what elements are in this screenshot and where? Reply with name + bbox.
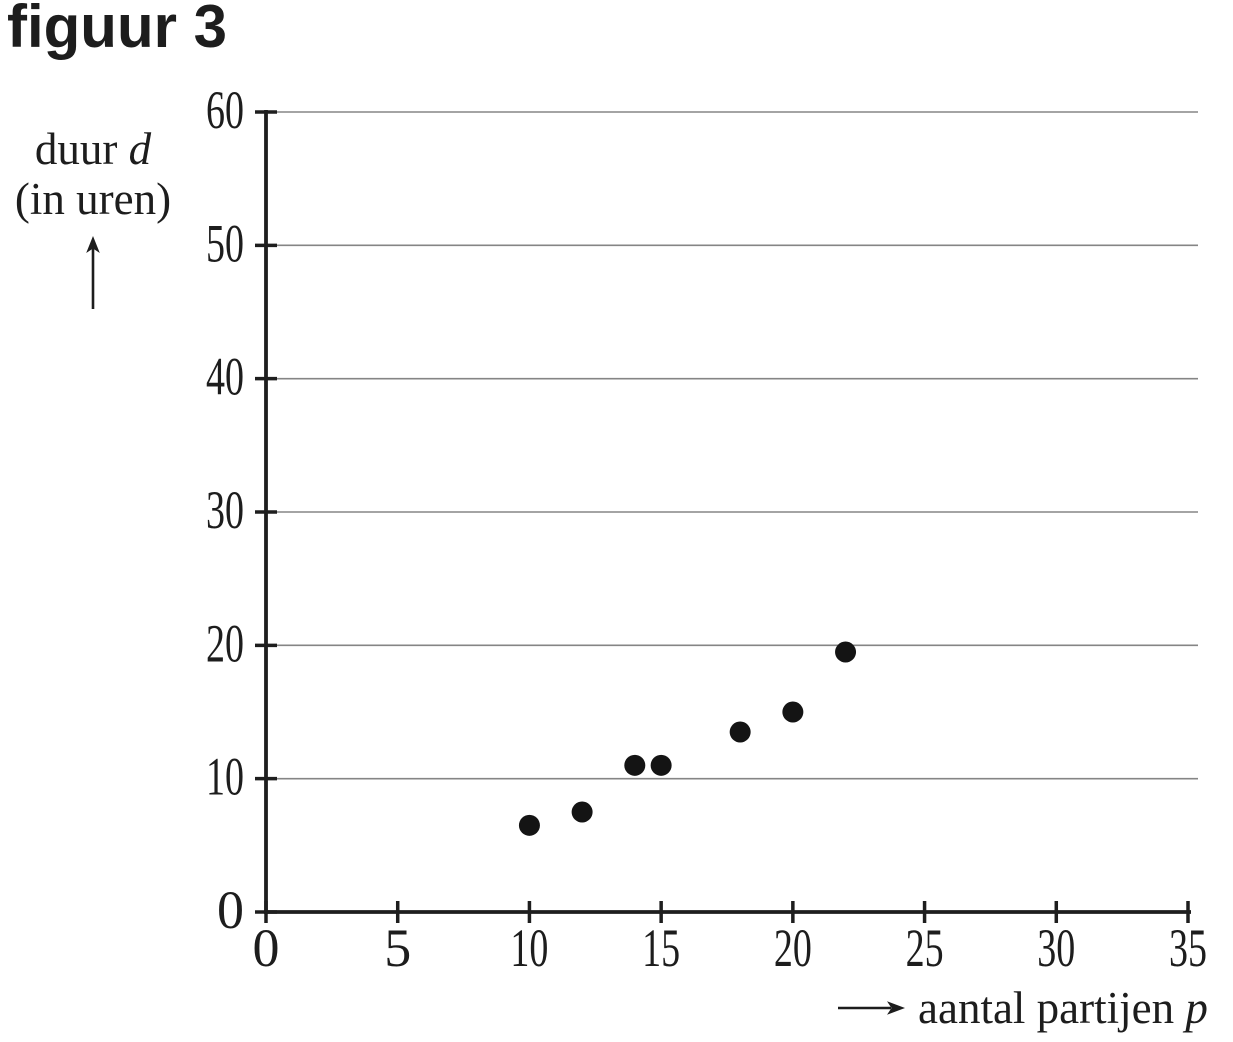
data-point <box>624 754 646 776</box>
x-axis-title: aantal partijen p <box>838 982 1208 1034</box>
x-tick-label: 30 <box>1037 918 1075 978</box>
data-point <box>518 814 540 836</box>
x-tick-label: 35 <box>1169 918 1207 978</box>
right-arrow-icon <box>838 1001 905 1015</box>
data-point <box>571 801 593 823</box>
x-axis-variable: p <box>1185 983 1208 1033</box>
x-tick-label: 10 <box>510 918 548 978</box>
x-axis-title-text: aantal partijen p <box>918 982 1208 1034</box>
y-tick-label: 0 <box>217 880 244 940</box>
data-point <box>650 754 672 776</box>
data-point <box>835 641 857 663</box>
x-tick-label: 25 <box>906 918 944 978</box>
y-tick-label: 10 <box>206 747 244 807</box>
x-tick-label: 15 <box>642 918 680 978</box>
x-tick-label: 0 <box>253 918 280 978</box>
y-axis-title-line1: duur d <box>0 124 186 174</box>
y-tick-label: 60 <box>206 80 244 140</box>
data-point <box>782 701 804 723</box>
x-axis-title-word: aantal partijen <box>918 983 1175 1033</box>
y-tick-label: 30 <box>206 480 244 540</box>
x-tick-label: 20 <box>774 918 812 978</box>
y-axis-title-word: duur <box>34 124 118 174</box>
x-tick-label: 5 <box>384 918 411 978</box>
y-axis-arrow-wrap <box>0 236 186 310</box>
y-axis-title: duur d (in uren) <box>0 124 186 310</box>
data-point <box>729 721 751 743</box>
figure-title: figuur 3 <box>7 0 227 60</box>
y-axis-title-unit: (in uren) <box>14 174 172 224</box>
y-tick-label: 50 <box>206 213 244 273</box>
y-tick-label: 40 <box>206 347 244 407</box>
up-arrow-icon <box>86 236 100 309</box>
y-tick-label: 20 <box>206 613 244 673</box>
y-axis-variable: d <box>128 124 152 174</box>
